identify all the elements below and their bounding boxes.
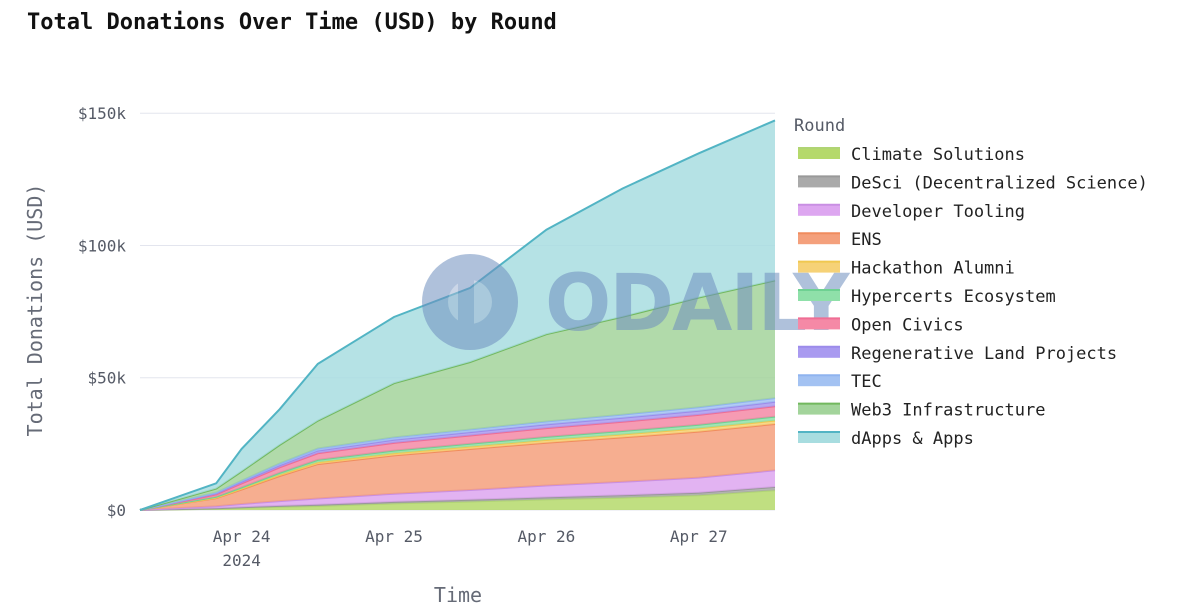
- legend-item-tec[interactable]: TEC: [798, 372, 882, 392]
- legend-item-dapps-apps[interactable]: dApps & Apps: [798, 429, 974, 449]
- legend-label: Web3 Infrastructure: [851, 401, 1045, 421]
- legend-item-open-civics[interactable]: Open Civics: [798, 315, 964, 335]
- odaily-watermark: ODAILY: [422, 254, 853, 350]
- x-tick-sublabel: 2024: [222, 551, 261, 570]
- legend-item-desci-decentralized-science[interactable]: DeSci (Decentralized Science): [798, 173, 1148, 193]
- legend-item-ens[interactable]: ENS: [798, 230, 882, 250]
- y-tick-label: $150k: [78, 104, 127, 123]
- x-axis-ticks: Apr 24 2024 Apr 25 Apr 26 Apr 27: [213, 527, 728, 570]
- x-tick-label: Apr 25: [365, 527, 423, 546]
- legend-swatch: [798, 318, 840, 330]
- x-tick-label: Apr 26: [518, 527, 576, 546]
- legend-label: dApps & Apps: [851, 429, 974, 449]
- legend-label: DeSci (Decentralized Science): [851, 173, 1148, 193]
- legend-item-developer-tooling[interactable]: Developer Tooling: [798, 202, 1025, 222]
- legend-swatch: [798, 204, 840, 216]
- y-tick-label: $50k: [87, 369, 126, 388]
- legend-swatch: [798, 403, 840, 415]
- legend-label: Regenerative Land Projects: [851, 344, 1117, 364]
- y-axis-ticks: $0 $50k $100k $150k: [78, 104, 127, 520]
- legend-item-hypercerts-ecosystem[interactable]: Hypercerts Ecosystem: [798, 287, 1056, 307]
- legend-item-regenerative-land-projects[interactable]: Regenerative Land Projects: [798, 344, 1117, 364]
- legend: Round Climate Solutions DeSci (Decentrali…: [794, 116, 1148, 449]
- y-axis-title: Total Donations (USD): [23, 184, 47, 437]
- area-ens: [140, 424, 775, 510]
- legend-swatch: [798, 148, 840, 159]
- legend-label: ENS: [851, 230, 882, 250]
- legend-title: Round: [794, 116, 845, 136]
- x-tick-label: Apr 24: [213, 527, 271, 546]
- legend-label: TEC: [851, 372, 882, 392]
- area-web3-infrastructure: [140, 280, 775, 510]
- y-tick-label: $100k: [78, 236, 127, 255]
- legend-label: Developer Tooling: [851, 202, 1025, 222]
- y-tick-label: $0: [107, 501, 126, 520]
- legend-swatch: [798, 375, 840, 387]
- legend-label: Open Civics: [851, 315, 964, 335]
- legend-item-climate-solutions[interactable]: Climate Solutions: [798, 145, 1025, 165]
- legend-label: Climate Solutions: [851, 145, 1025, 165]
- line-dapps-apps: [139, 119, 776, 511]
- area-open-civics: [140, 406, 775, 510]
- legend-label: Hackathon Alumni: [851, 259, 1015, 279]
- legend-item-web3-infrastructure[interactable]: Web3 Infrastructure: [798, 401, 1045, 421]
- area-climate-solutions: [140, 490, 775, 510]
- legend-swatch: [798, 233, 840, 245]
- x-axis-title: Time: [434, 583, 482, 607]
- area-hackathon-alumni: [140, 420, 775, 510]
- legend-label: Hypercerts Ecosystem: [851, 287, 1056, 307]
- legend-swatch: [798, 432, 840, 443]
- legend-item-hackathon-alumni[interactable]: Hackathon Alumni: [798, 259, 1015, 279]
- legend-swatch: [798, 176, 840, 188]
- legend-swatch: [798, 346, 840, 358]
- x-tick-label: Apr 27: [670, 527, 728, 546]
- chart-title: Total Donations Over Time (USD) by Round: [27, 10, 557, 35]
- area-regenerative-land-projects: [140, 401, 775, 510]
- legend-swatch: [798, 261, 840, 273]
- legend-swatch: [798, 290, 840, 301]
- area-hypercerts-ecosystem: [140, 416, 775, 510]
- watermark-text: ODAILY: [545, 259, 851, 349]
